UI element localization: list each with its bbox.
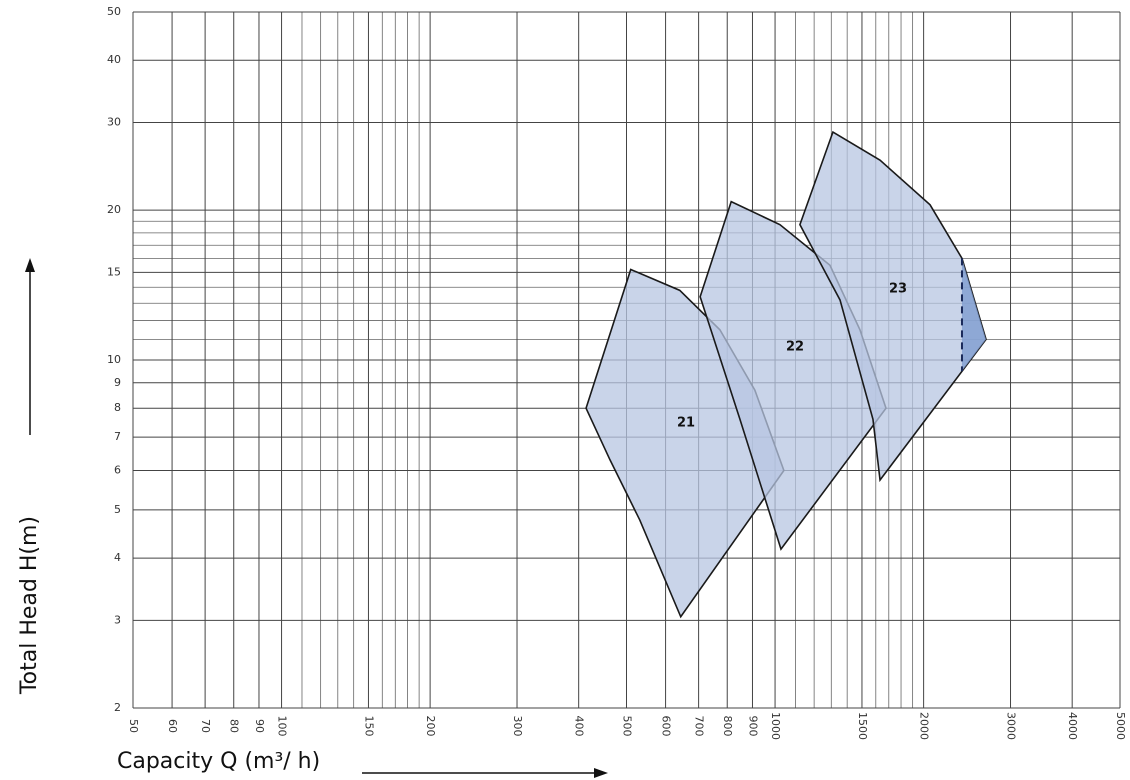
x-tick-label: 100 bbox=[276, 716, 289, 737]
x-tick-label: 4000 bbox=[1066, 712, 1079, 740]
y-tick-label: 50 bbox=[107, 5, 121, 18]
x-tick-label: 1500 bbox=[856, 712, 869, 740]
y-tick-label: 30 bbox=[107, 115, 121, 128]
x-tick-label: 200 bbox=[424, 716, 437, 737]
x-tick-label: 300 bbox=[511, 716, 524, 737]
y-tick-label: 8 bbox=[114, 401, 121, 414]
y-tick-label: 5 bbox=[114, 503, 121, 516]
x-tick-label: 400 bbox=[573, 716, 586, 737]
x-tick-label: 1000 bbox=[769, 712, 782, 740]
y-tick-label: 6 bbox=[114, 463, 121, 476]
y-tick-label: 3 bbox=[114, 613, 121, 626]
x-tick-label: 60 bbox=[166, 719, 179, 733]
regions: 21 22 23 bbox=[585, 130, 987, 619]
x-tick-label: 900 bbox=[746, 716, 759, 737]
x-tick-label: 500 bbox=[621, 716, 634, 737]
x-tick-label: 3000 bbox=[1005, 712, 1018, 740]
x-tick-label: 50 bbox=[127, 719, 140, 733]
region bbox=[799, 130, 987, 483]
ticks: 50 60 70 80 90 100 150 200 300 400 500 600 700 800 900… bbox=[107, 5, 1127, 740]
x-arrow-head bbox=[594, 768, 608, 778]
x-tick-label: 80 bbox=[228, 719, 241, 733]
y-tick-label: 15 bbox=[107, 265, 121, 278]
x-tick-label: 2000 bbox=[918, 712, 931, 740]
y-tick-label: 2 bbox=[114, 701, 121, 714]
x-tick-label: 70 bbox=[199, 719, 212, 733]
x-axis-label: Capacity Q (m³/ h) bbox=[117, 749, 320, 774]
trim-zone bbox=[961, 258, 987, 372]
x-tick-label: 150 bbox=[362, 716, 375, 737]
y-tick-label: 10 bbox=[107, 353, 121, 366]
x-tick-label: 90 bbox=[253, 719, 266, 733]
y-tick-label: 40 bbox=[107, 53, 121, 66]
region-label: 21 bbox=[677, 416, 695, 431]
x-tick-label: 700 bbox=[693, 716, 706, 737]
y-tick-label: 4 bbox=[114, 551, 121, 564]
y-tick-label: 20 bbox=[107, 203, 121, 216]
y-axis-label: Total Head H(m) bbox=[17, 516, 42, 695]
y-tick-label: 7 bbox=[114, 430, 121, 443]
region-label: 23 bbox=[889, 282, 907, 297]
y-arrow-head bbox=[25, 258, 35, 272]
y-tick-label: 9 bbox=[114, 376, 121, 389]
x-tick-label: 600 bbox=[660, 716, 673, 737]
x-tick-label: 800 bbox=[721, 716, 734, 737]
region-label: 22 bbox=[786, 340, 804, 355]
x-tick-label: 5000 bbox=[1114, 712, 1127, 740]
